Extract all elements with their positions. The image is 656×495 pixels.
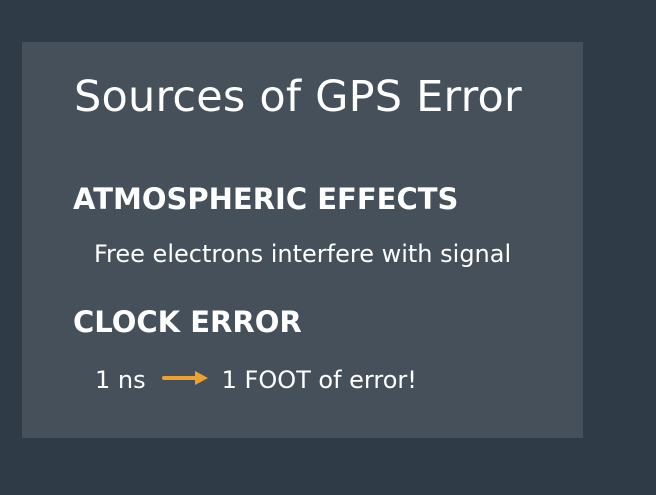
clock-error-detail-right: 1 FOOT of error! [221,366,417,394]
slide-panel: Sources of GPS Error ATMOSPHERIC EFFECTS… [22,42,583,438]
arrow-right-icon [161,368,210,392]
clock-error-detail: 1 ns 1 FOOT of error! [95,368,417,392]
atmospheric-effects-detail: Free electrons interfere with signal [94,240,512,268]
slide-title: Sources of GPS Error [74,72,522,122]
atmospheric-effects-heading: ATMOSPHERIC EFFECTS [73,182,459,216]
clock-error-heading: CLOCK ERROR [73,305,302,339]
clock-error-detail-left: 1 ns [95,366,146,394]
